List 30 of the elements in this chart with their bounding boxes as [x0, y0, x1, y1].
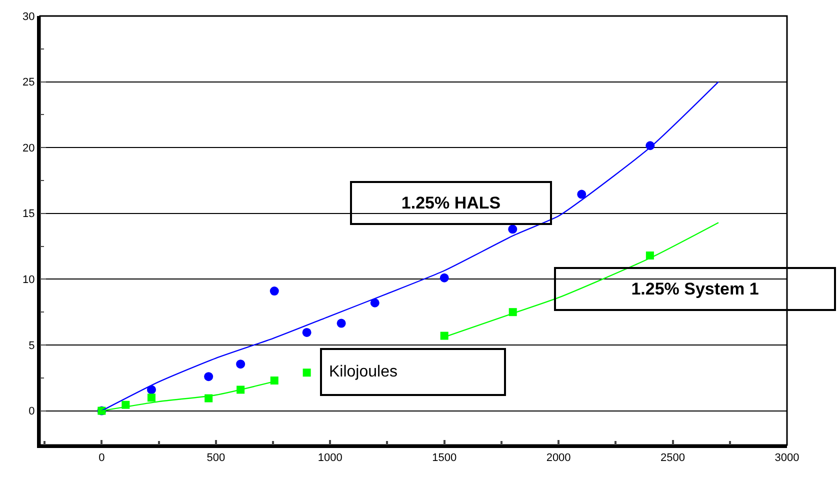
x-tick-label: 2000	[546, 452, 571, 464]
y-tick-label: 20	[22, 142, 35, 154]
point	[236, 360, 246, 369]
y-tick-label: 30	[22, 10, 35, 23]
point	[270, 286, 279, 296]
x-tick-label: 500	[206, 452, 226, 464]
point	[508, 224, 518, 234]
y-tick-label: 25	[22, 76, 35, 89]
point	[440, 332, 448, 340]
annotation: 1.25% System 1	[631, 280, 759, 298]
x-tick-label: 2500	[660, 452, 686, 464]
y-tick-label: 15	[22, 208, 35, 220]
point	[302, 328, 312, 337]
point	[577, 190, 586, 199]
point	[302, 368, 311, 377]
point	[147, 394, 156, 402]
point	[370, 298, 380, 308]
annotation: 1.25% HALS	[401, 194, 501, 212]
y-tick-label: 0	[28, 406, 35, 418]
point	[440, 273, 449, 282]
point	[204, 372, 214, 382]
x-tick-label: 3000	[774, 452, 800, 464]
y-tick-label: 10	[22, 274, 35, 286]
point	[336, 318, 346, 328]
point	[270, 376, 278, 385]
x-tick-label: 1500	[432, 452, 457, 464]
x-tick-label: 0	[98, 452, 105, 464]
x-axis-title: Kilojoules	[329, 364, 398, 380]
x-tick-label: 1000	[318, 452, 342, 464]
y-tick-label: 5	[28, 340, 35, 352]
